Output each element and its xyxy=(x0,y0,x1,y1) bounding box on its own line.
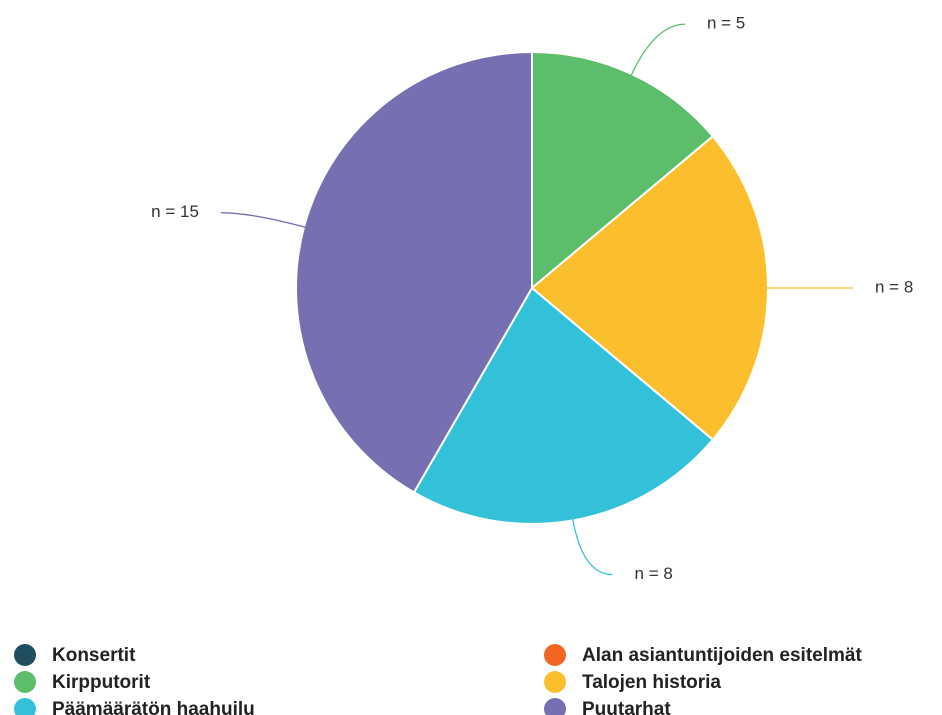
legend-swatch xyxy=(14,698,36,715)
legend-swatch xyxy=(544,644,566,666)
value-label: n = 8 xyxy=(635,564,673,583)
leader-line xyxy=(571,518,613,576)
value-label: n = 8 xyxy=(875,277,913,296)
legend-label: Alan asiantuntijoiden esitelmät xyxy=(582,645,862,666)
legend-label: Päämäärätön haahuilu xyxy=(52,699,255,715)
legend-swatch xyxy=(14,671,36,693)
legend-label: Kirpputorit xyxy=(52,672,151,693)
value-label: n = 5 xyxy=(707,14,745,33)
legend-swatch xyxy=(14,644,36,666)
legend-label: Konsertit xyxy=(52,645,136,666)
legend-label: Puutarhat xyxy=(582,699,671,715)
value-label: n = 15 xyxy=(151,202,199,221)
legend-swatch xyxy=(544,698,566,715)
leader-line xyxy=(630,23,685,77)
legend-label: Talojen historia xyxy=(582,672,721,693)
legend-swatch xyxy=(544,671,566,693)
leader-line xyxy=(220,212,307,229)
